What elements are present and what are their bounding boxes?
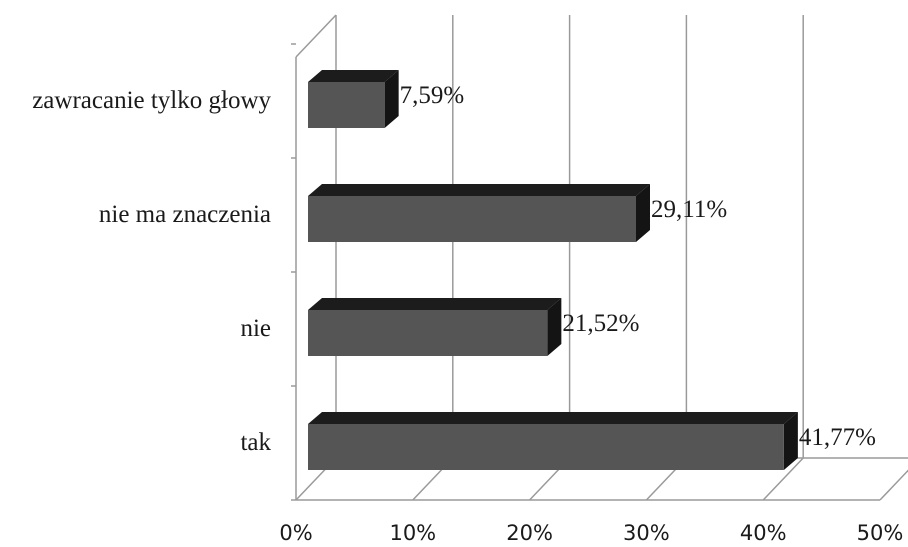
data-label: 7,59%	[400, 82, 465, 109]
x-tick-label: 10%	[389, 521, 436, 545]
bar-zawracanie-tylko-głowy	[308, 70, 399, 128]
data-label: 21,52%	[562, 310, 639, 337]
category-label: nie	[240, 315, 271, 342]
bar-top-face	[308, 412, 798, 424]
data-label: 41,77%	[799, 424, 876, 451]
x-tick-label: 0%	[279, 521, 312, 545]
label-layer: 41,77% tak 21,52% nie 29,11% nie ma znaczenia…	[32, 82, 903, 545]
bar-side-face	[384, 70, 399, 128]
floor-gridline	[879, 469, 908, 501]
bar-nie	[308, 298, 562, 356]
x-tick-label: 50%	[857, 521, 904, 545]
category-label: tak	[240, 429, 271, 456]
bar-side-face	[636, 184, 651, 242]
x-tick-label: 30%	[623, 521, 670, 545]
category-label: zawracanie tylko głowy	[32, 87, 271, 114]
left-wall-top-edge	[295, 14, 337, 58]
bar-nie-ma-znaczenia	[308, 184, 651, 242]
data-label: 29,11%	[651, 196, 727, 223]
x-tick-label: 40%	[740, 521, 787, 545]
floor-gridline	[762, 457, 804, 501]
bar-top-face	[308, 70, 399, 82]
bar-side-face	[783, 412, 798, 470]
bar-front-face	[308, 310, 548, 356]
bar-side-face	[547, 298, 562, 356]
bar-top-face	[308, 184, 651, 196]
bar-layer	[308, 70, 798, 470]
bar-top-face	[308, 298, 562, 310]
bar-front-face	[308, 196, 637, 242]
bar-tak	[308, 412, 798, 470]
bar-front-face	[308, 82, 385, 128]
category-label: nie ma znaczenia	[99, 201, 271, 228]
bar-front-face	[308, 424, 784, 470]
x-tick-label: 20%	[506, 521, 553, 545]
